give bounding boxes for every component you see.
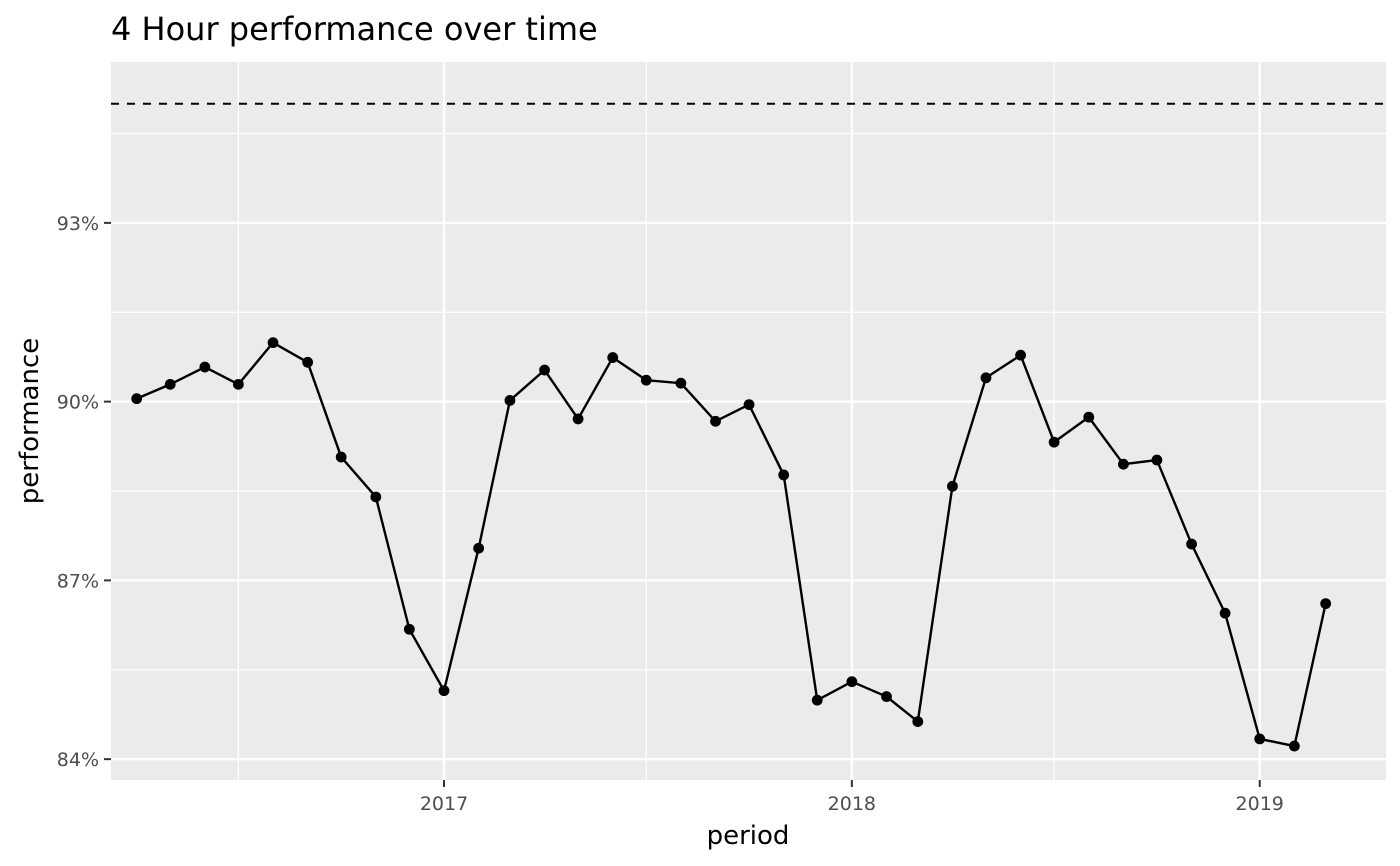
data-point: [403, 623, 415, 635]
data-point: [1083, 411, 1095, 423]
data-point: [1186, 538, 1197, 550]
data-point: [1118, 458, 1129, 470]
data-point: [980, 372, 992, 384]
y-tick-label: 90%: [57, 392, 99, 414]
data-point: [267, 337, 279, 349]
series-performance: [131, 337, 1332, 752]
data-point: [370, 491, 382, 503]
data-point: [675, 377, 687, 389]
y-tick-label: 87%: [57, 570, 99, 592]
data-point: [947, 480, 958, 492]
data-point: [1048, 436, 1060, 448]
data-point: [1219, 607, 1231, 619]
data-point: [811, 694, 823, 706]
data-point: [438, 685, 450, 697]
data-point: [335, 451, 347, 463]
data-point: [881, 691, 892, 702]
y-tick-label: 84%: [57, 749, 99, 771]
data-point: [1015, 349, 1026, 361]
x-tick-label: 2019: [1236, 793, 1284, 815]
data-point: [539, 364, 550, 376]
x-axis: 2017 2018 2019: [420, 780, 1284, 815]
y-axis-title: performance: [15, 338, 45, 505]
data-point: [846, 676, 858, 688]
grid-lines: [111, 62, 1386, 780]
data-point: [199, 361, 211, 373]
data-point: [164, 378, 176, 390]
data-point: [607, 352, 619, 363]
x-tick-label: 2017: [420, 793, 468, 815]
plot-panel: [111, 62, 1386, 780]
data-point: [131, 393, 143, 405]
data-point: [710, 415, 721, 427]
x-axis-title: period: [707, 821, 790, 851]
data-point: [1320, 598, 1332, 610]
data-point: [572, 413, 584, 425]
data-point: [504, 395, 516, 406]
data-point: [473, 542, 485, 554]
data-point: [1288, 740, 1300, 752]
data-point: [1254, 733, 1266, 745]
series-line: [136, 341, 1327, 748]
y-tick-label: 93%: [57, 213, 99, 235]
chart-title: 4 Hour performance over time: [111, 10, 598, 48]
y-axis: 84% 87% 90% 93%: [57, 213, 111, 771]
data-point: [232, 378, 244, 390]
data-point: [743, 399, 755, 411]
data-point: [302, 356, 314, 368]
data-point: [778, 469, 790, 481]
data-point: [1151, 454, 1163, 466]
data-point: [912, 716, 924, 728]
data-point: [640, 374, 652, 386]
x-tick-label: 2018: [828, 793, 876, 815]
